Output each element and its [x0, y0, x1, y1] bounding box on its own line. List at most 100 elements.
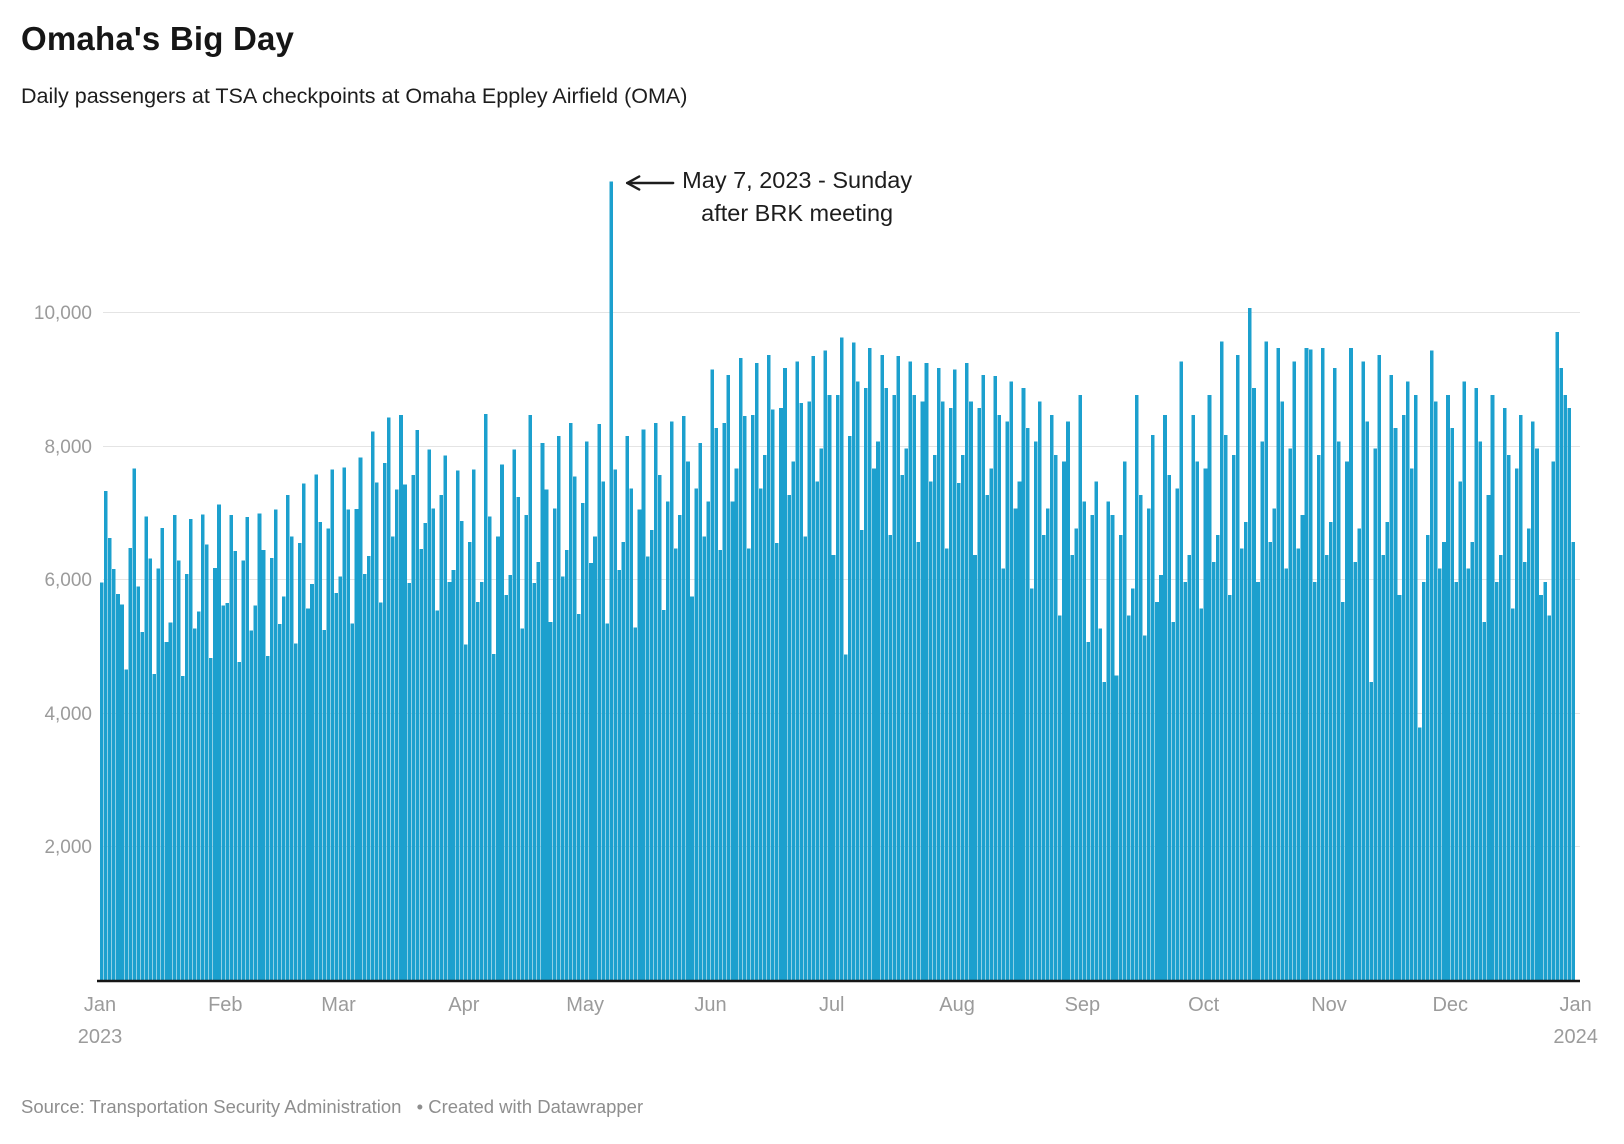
bar-day-351 — [1519, 414, 1523, 980]
bar-day-111 — [548, 622, 553, 980]
bar-day-78 — [415, 430, 419, 980]
bar-day-132 — [633, 627, 638, 980]
bar-day-80 — [423, 523, 428, 980]
bar-day-104 — [520, 628, 525, 980]
bar-day-358 — [1547, 615, 1551, 980]
bar-day-5 — [120, 604, 124, 980]
bar-day-165 — [767, 354, 771, 980]
bar-day-173 — [799, 402, 803, 980]
bar-day-317 — [1381, 555, 1386, 980]
x-tick-label-feb: Feb — [208, 994, 242, 1016]
bar-day-28 — [213, 567, 217, 980]
bar-day-359 — [1551, 461, 1555, 981]
bar-day-154 — [722, 422, 727, 980]
bar-day-105 — [524, 515, 529, 980]
bar-day-149 — [702, 536, 706, 980]
bar-day-63 — [354, 509, 359, 980]
bar-day-86 — [447, 581, 452, 980]
bar-day-125 — [605, 623, 609, 980]
bar-day-44 — [277, 624, 282, 980]
x-tick-year-label: 2023 — [78, 1026, 123, 1048]
bar-day-310 — [1353, 561, 1357, 980]
bar-day-13 — [152, 674, 157, 980]
bar-day-138 — [657, 475, 662, 980]
bar-day-324 — [1409, 468, 1414, 980]
bar-day-247 — [1098, 628, 1103, 980]
bar-day-204 — [924, 362, 929, 980]
y-tick-label: 6,000 — [44, 570, 92, 591]
bar-day-41 — [265, 656, 270, 980]
passengers-bar-chart: 2,000 4,000 6,000 8,000 10,000 Jan 2023 Feb Mar A… — [34, 175, 1598, 1048]
bar-day-162 — [754, 362, 759, 980]
bar-day-294 — [1288, 448, 1293, 980]
bar-day-147 — [694, 488, 698, 980]
bar-day-274 — [1207, 394, 1212, 980]
bar-day-57 — [330, 469, 335, 980]
bar-day-123 — [597, 424, 601, 980]
x-axis-labels: Jan 2023 Feb Mar Apr May Jun Jul Aug Sep Oct Nov Dec… — [78, 994, 1598, 1048]
bar-day-144 — [682, 416, 686, 980]
bar-day-11 — [144, 516, 149, 980]
bar-day-269 — [1187, 555, 1192, 980]
bar-day-48 — [294, 643, 298, 980]
bar-day-89 — [459, 521, 464, 980]
bar-day-239 — [1066, 421, 1070, 981]
bar-day-172 — [795, 361, 799, 980]
bar-day-281 — [1236, 354, 1240, 980]
bar-day-234 — [1046, 508, 1050, 980]
bar-day-45 — [281, 596, 286, 980]
bar-day-357 — [1543, 581, 1547, 980]
bar-day-291 — [1276, 348, 1281, 981]
bar-day-51 — [306, 608, 310, 980]
y-axis-labels: 2,000 4,000 6,000 8,000 10,000 — [34, 303, 92, 858]
bar-day-207 — [936, 368, 941, 981]
bar-day-353 — [1527, 528, 1531, 980]
bar-day-322 — [1401, 414, 1406, 980]
bar-day-126 — [609, 181, 613, 980]
bar-day-58 — [334, 593, 339, 980]
bar-day-183 — [839, 337, 844, 980]
annotation-may7: May 7, 2023 - Sunday after BRK meeting — [682, 164, 912, 230]
bar-day-224 — [1005, 421, 1010, 981]
bar-day-175 — [807, 401, 812, 980]
x-tick-label-sep: Sep — [1065, 994, 1101, 1016]
bar-day-141 — [670, 421, 674, 981]
bar-day-236 — [1054, 455, 1058, 980]
bar-day-36 — [245, 517, 250, 980]
bar-day-327 — [1421, 581, 1426, 980]
bar-day-131 — [629, 488, 634, 980]
bar-day-134 — [641, 429, 646, 981]
bar-day-163 — [758, 488, 763, 980]
bar-day-352 — [1523, 561, 1527, 980]
bar-day-164 — [763, 455, 767, 980]
bar-day-268 — [1183, 581, 1188, 980]
bar-day-238 — [1062, 461, 1066, 981]
y-tick-label: 8,000 — [44, 437, 92, 458]
bar-day-263 — [1163, 414, 1167, 980]
bar-day-108 — [536, 561, 541, 980]
bar-day-130 — [625, 436, 630, 980]
bar-day-241 — [1074, 528, 1078, 980]
bar-day-279 — [1227, 595, 1232, 980]
bar-day-25 — [201, 514, 205, 980]
x-tick-label-mar: Mar — [321, 994, 356, 1016]
bar-day-157 — [734, 468, 739, 980]
bar-day-245 — [1090, 515, 1095, 980]
bar-day-117 — [573, 476, 577, 980]
attribution-text: • Created with Datawrapper — [416, 1096, 644, 1117]
bar-day-121 — [589, 563, 593, 980]
bar-day-60 — [342, 467, 347, 981]
bar-day-226 — [1013, 508, 1018, 980]
x-tick-label-jan: Jan — [1559, 994, 1591, 1016]
bar-day-186 — [851, 342, 856, 980]
bar-day-201 — [912, 394, 917, 980]
bar-day-295 — [1292, 361, 1297, 980]
bar-day-246 — [1094, 481, 1099, 980]
bar-day-6 — [124, 669, 128, 980]
bar-day-113 — [556, 436, 561, 980]
bar-day-303 — [1324, 555, 1329, 980]
bar-day-2 — [108, 537, 112, 980]
x-tick-label-nov: Nov — [1311, 994, 1347, 1016]
bar-day-343 — [1486, 495, 1491, 980]
bar-day-91 — [467, 541, 472, 980]
